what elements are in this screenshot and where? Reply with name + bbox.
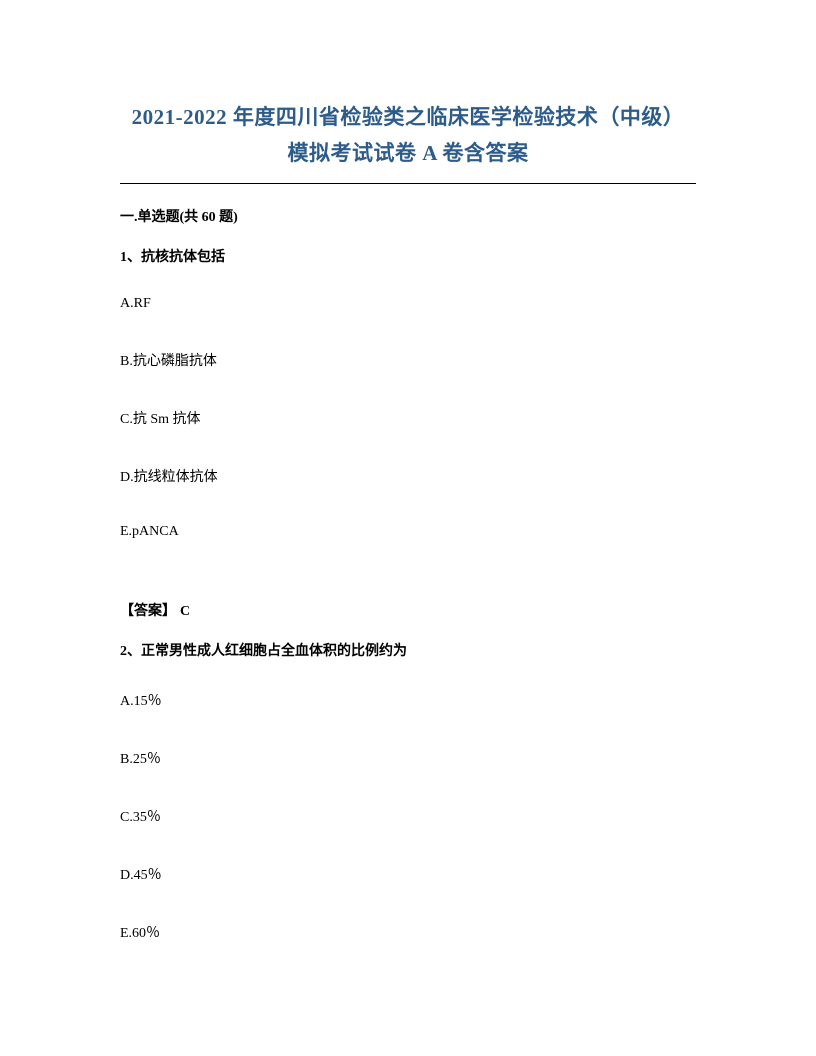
title-line-2: 模拟考试试卷 A 卷含答案 xyxy=(287,141,528,165)
question-1-option-c: C.抗 Sm 抗体 xyxy=(120,408,696,428)
question-2-option-a: A.15％ xyxy=(120,690,696,710)
question-1-option-d: D.抗线粒体抗体 xyxy=(120,466,696,486)
answer-value: C xyxy=(180,604,190,619)
section-header: 一.单选题(共 60 题) xyxy=(120,206,696,226)
question-2-stem: 2、正常男性成人红细胞占全血体积的比例约为 xyxy=(120,640,696,660)
title-divider xyxy=(120,183,696,184)
question-1-option-b: B.抗心磷脂抗体 xyxy=(120,350,696,370)
document-title: 2021-2022 年度四川省检验类之临床医学检验技术（中级） 模拟考试试卷 A… xyxy=(120,100,696,171)
question-1-answer-block: 【答案】 C xyxy=(120,600,696,620)
question-2-option-d: D.45％ xyxy=(120,864,696,884)
answer-label: 【答案】 xyxy=(120,604,176,619)
question-1-option-a: A.RF xyxy=(120,296,696,312)
question-1-stem: 1、抗核抗体包括 xyxy=(120,246,696,266)
title-line-1: 2021-2022 年度四川省检验类之临床医学检验技术（中级） xyxy=(132,105,685,129)
question-1-option-e: E.pANCA xyxy=(120,524,696,540)
question-2-option-b: B.25％ xyxy=(120,748,696,768)
question-2-option-c: C.35％ xyxy=(120,806,696,826)
question-2-option-e: E.60％ xyxy=(120,922,696,942)
